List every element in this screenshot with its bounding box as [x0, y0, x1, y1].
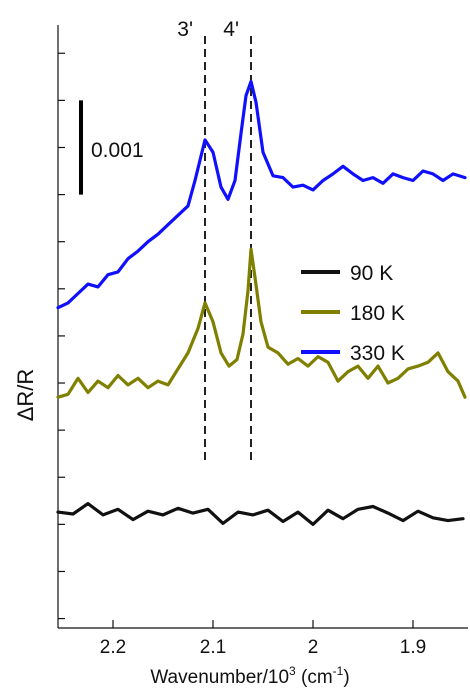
x-axis-label-sup: 3 [289, 664, 296, 678]
peak-label: 3' [177, 18, 193, 41]
x-tick-label: 2.2 [100, 637, 126, 658]
y-axis-label: ΔR/R [13, 369, 38, 422]
y-ticks [58, 52, 65, 620]
scale-bar: 0.001 [79, 100, 144, 195]
x-axis-label-close: ) [343, 667, 349, 688]
legend-label: 180 K [350, 302, 405, 325]
reference-lines: 3' 4' [177, 18, 252, 462]
legend-label: 330 K [350, 342, 405, 365]
peak-label: 4' [223, 18, 239, 41]
x-axis-label-main: Wavenumber/10 [150, 667, 289, 688]
series-line [56, 502, 465, 527]
y-axis-label-group: ΔR/R [13, 369, 38, 422]
x-axis-label: Wavenumber/103 (cm-1) [150, 664, 349, 688]
series-lines [56, 79, 467, 527]
x-tick-label: 2 [308, 637, 319, 658]
x-axis-label-unit: (cm [296, 667, 333, 688]
plot-frame [57, 25, 468, 629]
x-ticks: 2.2 2.1 2 1.9 [100, 620, 426, 658]
series-line [56, 79, 467, 310]
x-tick-label: 2.1 [200, 637, 226, 658]
x-axis-label-unit-sup: -1 [333, 664, 344, 678]
series-line [56, 247, 467, 399]
x-tick-label: 1.9 [400, 637, 426, 658]
legend: 90 K 180 K 330 K [301, 262, 405, 365]
scale-bar-label: 0.001 [91, 139, 144, 162]
legend-label: 90 K [350, 262, 393, 285]
